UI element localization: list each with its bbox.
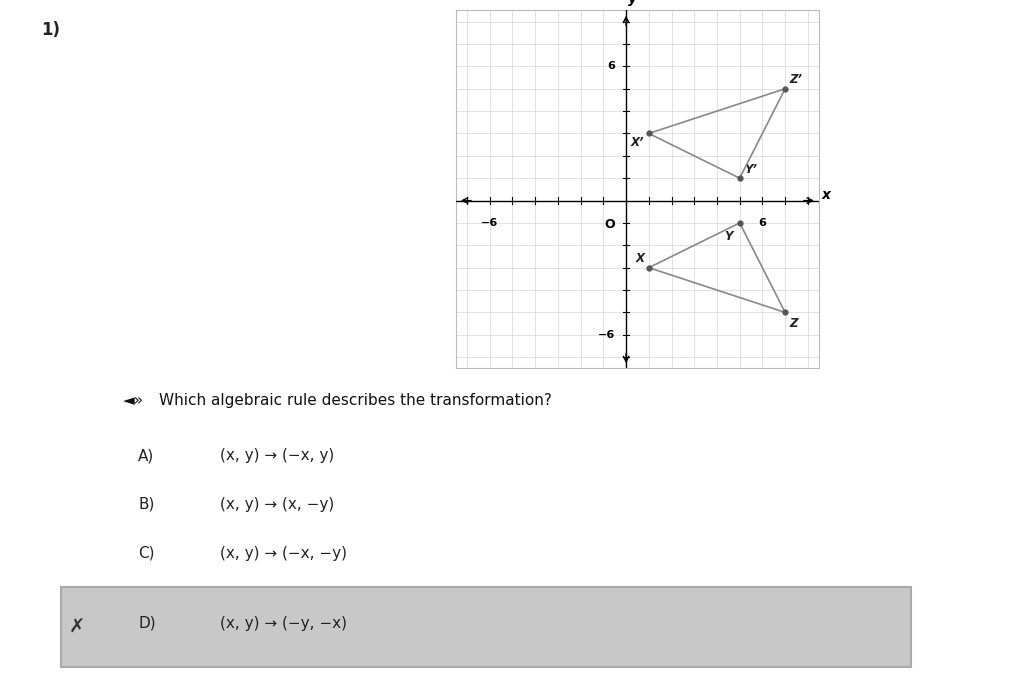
Text: y: y <box>629 0 637 6</box>
Text: C): C) <box>138 546 155 561</box>
Text: (x, y) → (−x, −y): (x, y) → (−x, −y) <box>220 546 347 561</box>
Text: A): A) <box>138 448 155 464</box>
Text: Y’: Y’ <box>744 163 757 176</box>
Text: (x, y) → (−y, −x): (x, y) → (−y, −x) <box>220 616 347 631</box>
Text: 6: 6 <box>759 218 766 229</box>
Text: 6: 6 <box>607 61 614 72</box>
Text: (x, y) → (x, −y): (x, y) → (x, −y) <box>220 497 335 512</box>
Text: x: x <box>821 188 830 202</box>
Text: ◄»: ◄» <box>123 393 144 408</box>
Text: D): D) <box>138 616 156 631</box>
Text: −6: −6 <box>597 330 614 340</box>
Text: X: X <box>635 252 644 265</box>
Text: Y: Y <box>724 229 733 243</box>
Text: X’: X’ <box>631 136 644 149</box>
Text: Z’: Z’ <box>790 74 803 86</box>
Text: O: O <box>604 218 614 231</box>
Text: Z: Z <box>790 317 798 330</box>
Text: ✗: ✗ <box>69 617 85 637</box>
Text: −6: −6 <box>481 218 499 229</box>
Text: Which algebraic rule describes the transformation?: Which algebraic rule describes the trans… <box>159 393 552 408</box>
Text: (x, y) → (−x, y): (x, y) → (−x, y) <box>220 448 335 464</box>
Text: 1): 1) <box>41 21 60 39</box>
Text: B): B) <box>138 497 155 512</box>
